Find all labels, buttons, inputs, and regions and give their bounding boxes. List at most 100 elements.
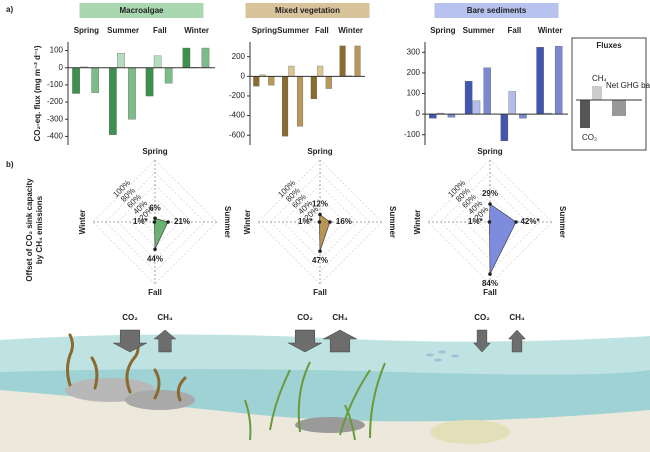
flux-label: CO₂ <box>122 313 138 322</box>
radar-point <box>488 202 492 206</box>
season-label: Fall <box>507 26 521 35</box>
radar-point <box>514 220 518 224</box>
radar-point <box>152 220 157 224</box>
y-tick-label: 0 <box>59 63 64 72</box>
radar-axis-label: Fall <box>483 288 497 297</box>
radar-area <box>489 203 517 275</box>
season-label: Winter <box>184 26 209 35</box>
bar <box>268 76 275 86</box>
radar-area <box>319 213 331 252</box>
y-tick-label: -100 <box>404 130 421 139</box>
bar <box>464 80 473 115</box>
bar <box>536 47 544 115</box>
radar-axis-label: Spring <box>307 147 332 156</box>
y-tick-label: 200 <box>232 52 246 61</box>
value-label: 42%* <box>520 217 540 226</box>
season-label: Summer <box>463 26 495 35</box>
bar <box>117 53 125 68</box>
legend-label: CH₄ <box>592 74 607 83</box>
season-label: Winter <box>538 26 563 35</box>
bar <box>153 55 162 68</box>
chart-title: Macroalgae <box>119 6 164 15</box>
value-label: 1%* <box>468 217 484 226</box>
radar-axis-label: Spring <box>477 147 502 156</box>
bar <box>253 76 260 87</box>
flux-arrow <box>288 329 322 353</box>
season-label: Spring <box>74 26 99 35</box>
bar <box>310 76 317 100</box>
flux-label: CH₄ <box>157 313 173 322</box>
chart-title: Mixed vegetation <box>275 6 340 15</box>
bar <box>519 113 527 119</box>
y-tick-label: -600 <box>229 130 246 139</box>
bar <box>354 45 361 77</box>
bar <box>483 67 491 115</box>
radar-area <box>154 217 169 250</box>
y-tick-label: -200 <box>229 91 246 100</box>
bar <box>508 91 516 115</box>
legend-title: Fluxes <box>596 41 622 50</box>
radar-axis-label: Winter <box>78 210 87 235</box>
radar-axis-label: Winter <box>413 210 422 235</box>
radar-point <box>153 247 157 252</box>
value-label: 1%* <box>133 217 149 226</box>
radar-ring <box>129 196 181 248</box>
legend-label: CO₂ <box>582 133 597 142</box>
radar-point <box>317 220 322 224</box>
bar <box>282 76 289 137</box>
rock <box>295 417 365 433</box>
radar-point <box>166 220 170 224</box>
radar-axis-label: Fall <box>313 288 327 297</box>
radar-point <box>488 272 492 276</box>
legend-swatch <box>592 86 602 100</box>
radar-ring <box>427 159 553 285</box>
radar-point <box>318 212 322 217</box>
bar <box>325 76 332 89</box>
offset-label: Offset of CO₂ sink capacity <box>25 178 34 282</box>
bar <box>182 47 191 68</box>
bar <box>472 100 481 115</box>
bar <box>109 67 117 135</box>
radar-axis-label: Winter <box>243 210 252 235</box>
title-box <box>79 3 204 18</box>
y-tick-label: 0 <box>241 71 246 80</box>
legend-box <box>571 37 647 151</box>
bar <box>296 76 304 127</box>
flux-label: CO₂ <box>474 313 490 322</box>
value-label: 29% <box>482 189 498 198</box>
value-label: 44% <box>147 254 163 263</box>
legend-swatch <box>612 100 626 116</box>
bar <box>339 45 346 77</box>
y-tick-label: 100 <box>50 46 64 55</box>
value-label: 47% <box>312 256 328 265</box>
offset-label: by CH₄ emissions <box>35 195 44 264</box>
panel-label: b) <box>6 160 14 169</box>
panel-label: a) <box>6 5 13 14</box>
radar-axis-label: Summer <box>388 206 397 238</box>
radar-point <box>153 216 157 221</box>
y-tick-label: 200 <box>407 68 421 77</box>
y-tick-label: 100 <box>407 89 421 98</box>
radar-axis-label: Summer <box>558 206 567 238</box>
season-label: Fall <box>153 26 167 35</box>
bar <box>145 67 154 97</box>
radar-point <box>487 220 492 224</box>
y-tick-label: -100 <box>47 80 64 89</box>
flux-arrow <box>153 329 177 353</box>
bar <box>317 65 324 77</box>
value-label: 21% <box>174 217 190 226</box>
flux-label: CO₂ <box>297 313 313 322</box>
y-tick-label: 0 <box>416 109 421 118</box>
radar-ring <box>92 159 218 285</box>
value-label: 84% <box>482 279 498 288</box>
season-label: Summer <box>277 26 309 35</box>
season-label: Fall <box>315 26 329 35</box>
y-tick-label: -200 <box>47 97 64 106</box>
bar <box>164 67 173 84</box>
radar-ring <box>294 196 346 248</box>
season-label: Spring <box>430 26 455 35</box>
value-label: 6% <box>149 203 161 212</box>
radar-ring <box>464 196 516 248</box>
radar-point <box>328 220 332 224</box>
